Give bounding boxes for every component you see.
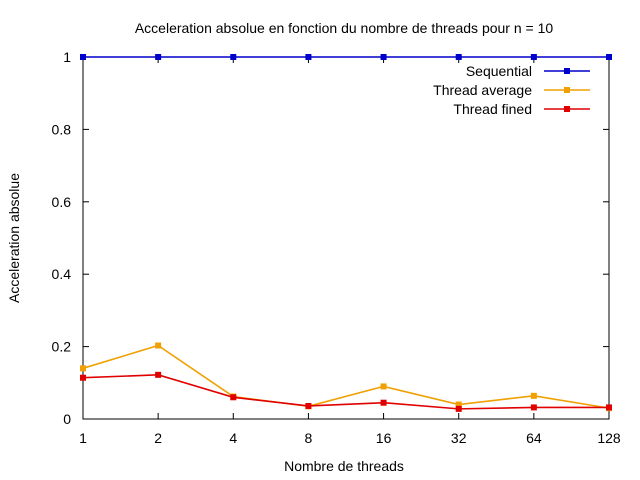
series-group — [80, 54, 612, 412]
series-line-thread-fined — [82, 374, 609, 410]
data-point-thread-average — [530, 392, 537, 399]
x-tick-label: 16 — [376, 430, 392, 446]
legend-marker-thread-fined — [564, 106, 570, 112]
data-point-thread-fined — [80, 374, 86, 381]
data-point-sequential — [455, 54, 462, 60]
x-tick-label: 32 — [451, 430, 467, 446]
data-point-thread-average — [380, 383, 387, 390]
y-tick-label: 0 — [63, 411, 71, 427]
legend-marker-sequential — [564, 68, 570, 74]
y-axis-label: Acceleration absolue — [6, 173, 22, 303]
legend: Sequential Thread average Thread fined — [433, 63, 590, 117]
legend-label-sequential: Sequential — [466, 63, 532, 79]
x-tick-label: 64 — [526, 430, 542, 446]
x-tick-label: 4 — [229, 430, 237, 446]
legend-marker-thread-average — [564, 87, 570, 93]
series-line-thread-average — [82, 344, 610, 409]
data-point-thread-fined — [455, 405, 462, 412]
data-point-thread-average — [80, 365, 86, 372]
data-point-sequential — [155, 54, 162, 60]
y-tick-label: 0.8 — [52, 121, 72, 137]
data-point-sequential — [305, 54, 312, 60]
x-tick-label: 1 — [79, 430, 87, 446]
x-tick-label: 2 — [154, 430, 162, 446]
data-point-sequential — [606, 54, 612, 60]
data-point-sequential — [380, 54, 387, 60]
y-tick-label: 1 — [63, 49, 71, 65]
data-point-thread-fined — [530, 404, 537, 411]
y-tick-label: 0.2 — [52, 339, 72, 355]
x-tick-label: 8 — [305, 430, 313, 446]
chart-title: Acceleration absolue en fonction du nomb… — [135, 20, 554, 36]
data-point-thread-average — [455, 401, 462, 408]
data-point-sequential — [80, 54, 86, 60]
data-point-sequential — [230, 54, 237, 60]
data-point-thread-fined — [155, 371, 162, 378]
data-point-sequential — [530, 54, 537, 60]
data-point-thread-fined — [606, 404, 612, 411]
data-point-thread-fined — [380, 399, 387, 406]
legend-label-thread-fined: Thread fined — [453, 101, 532, 117]
y-tick-label: 0.6 — [52, 194, 72, 210]
x-axis-label: Nombre de threads — [284, 458, 404, 474]
data-point-thread-fined — [230, 394, 237, 401]
data-point-thread-fined — [305, 402, 312, 409]
y-tick-label: 0.4 — [52, 266, 72, 282]
legend-label-thread-average: Thread average — [433, 82, 532, 98]
axis-ticks: 0 0.2 0.4 0.6 0.8 1 1 2 4 8 16 32 64 128 — [52, 49, 621, 446]
data-point-thread-average — [155, 342, 162, 349]
x-tick-label: 128 — [597, 430, 621, 446]
